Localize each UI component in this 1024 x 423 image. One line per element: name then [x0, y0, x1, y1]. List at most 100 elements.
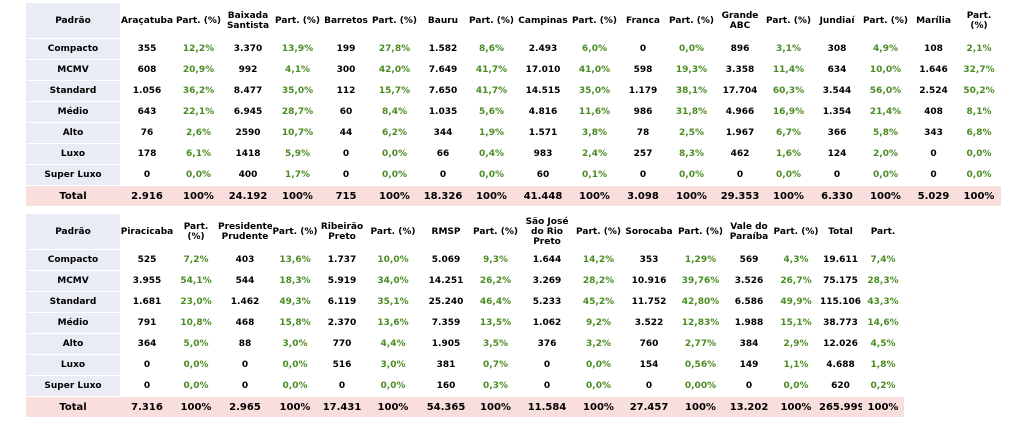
value-cell: 124: [813, 144, 861, 165]
percent-cell: 5,0%: [174, 334, 218, 355]
percent-cell: 26,2%: [472, 271, 519, 292]
percent-cell: 50,2%: [957, 81, 1001, 102]
percent-cell: 8,3%: [667, 144, 716, 165]
percent-cell: 0,0%: [773, 376, 819, 397]
percent-cell: 41,0%: [570, 60, 619, 81]
percent-cell: 35,0%: [273, 81, 322, 102]
percent-cell: 42,0%: [370, 60, 419, 81]
percent-cell: 15,1%: [773, 313, 819, 334]
value-cell: 7.359: [420, 313, 472, 334]
percent-cell: 2,6%: [174, 123, 223, 144]
value-cell: 0: [120, 376, 174, 397]
value-cell: 3.269: [519, 271, 575, 292]
value-cell: 525: [120, 250, 174, 271]
total-percent-cell: 100%: [570, 186, 619, 207]
percent-cell: 2,0%: [861, 144, 910, 165]
percent-cell: 10,7%: [273, 123, 322, 144]
total-value-cell: 3.098: [619, 186, 667, 207]
value-cell: 5.919: [318, 271, 366, 292]
total-percent-cell: 100%: [174, 397, 218, 418]
value-cell: 6.945: [223, 102, 273, 123]
total-percent-cell: 100%: [273, 186, 322, 207]
total-value-cell: 715: [322, 186, 370, 207]
table-row-super-luxo: Super Luxo 0 0,0% 400 1,7% 0 0,0% 0 0,0% 60 0,1% 0 0…: [26, 165, 1001, 186]
percent-cell: 60,3%: [764, 81, 813, 102]
column-header-franca: Franca: [619, 3, 667, 39]
value-cell: 1.571: [516, 123, 570, 144]
value-cell: 75.175: [819, 271, 862, 292]
value-cell: 3.526: [725, 271, 773, 292]
value-cell: 7.650: [419, 81, 467, 102]
row-label: Luxo: [26, 144, 120, 165]
percent-cell: 10,0%: [861, 60, 910, 81]
value-cell: 343: [910, 123, 957, 144]
row-label: Alto: [26, 334, 120, 355]
percent-cell: 0,2%: [862, 376, 904, 397]
percent-cell: 2,1%: [957, 39, 1001, 60]
total-value-cell: 17.431: [318, 397, 366, 418]
percent-cell: 0,0%: [575, 355, 622, 376]
value-cell: 986: [619, 102, 667, 123]
percent-cell: 6,2%: [370, 123, 419, 144]
value-cell: 1.646: [910, 60, 957, 81]
percent-cell: 11,6%: [570, 102, 619, 123]
column-header-part: Part. (%): [773, 214, 819, 250]
percent-cell: 9,2%: [575, 313, 622, 334]
value-cell: 1.462: [218, 292, 272, 313]
percent-cell: 54,1%: [174, 271, 218, 292]
percent-cell: 43,3%: [862, 292, 904, 313]
value-cell: 2590: [223, 123, 273, 144]
column-header-part: Part. (%): [676, 214, 725, 250]
total-value-cell: 24.192: [223, 186, 273, 207]
percent-cell: 14,2%: [575, 250, 622, 271]
percent-cell: 15,7%: [370, 81, 419, 102]
total-percent-cell: 100%: [676, 397, 725, 418]
total-value-cell: 2.965: [218, 397, 272, 418]
percent-cell: 34,0%: [366, 271, 420, 292]
total-label: Total: [26, 186, 120, 207]
column-header-grande-abc: Grande ABC: [716, 3, 764, 39]
percent-cell: 28,3%: [862, 271, 904, 292]
percent-cell: 15,8%: [272, 313, 318, 334]
percent-cell: 8,4%: [370, 102, 419, 123]
total-value-cell: 11.584: [519, 397, 575, 418]
percent-cell: 31,8%: [667, 102, 716, 123]
percent-cell: 4,5%: [862, 334, 904, 355]
percent-cell: 10,8%: [174, 313, 218, 334]
percent-cell: 3,0%: [272, 334, 318, 355]
table-row-compacto: Compacto 355 12,2% 3.370 13,9% 199 27,8% 1.582 8…: [26, 39, 1001, 60]
value-cell: 544: [218, 271, 272, 292]
value-cell: 199: [322, 39, 370, 60]
column-header-part: Part. (%): [861, 3, 910, 39]
total-value-cell: 265.999: [819, 397, 862, 418]
percent-cell: 41,7%: [467, 81, 516, 102]
total-percent-cell: 100%: [667, 186, 716, 207]
value-cell: 78: [619, 123, 667, 144]
value-cell: 257: [619, 144, 667, 165]
column-header-part: Part. (%): [957, 3, 1001, 39]
value-cell: 1.056: [120, 81, 174, 102]
percent-cell: 22,1%: [174, 102, 223, 123]
total-value-cell: 5.029: [910, 186, 957, 207]
percent-cell: 0,00%: [676, 376, 725, 397]
percent-cell: 0,56%: [676, 355, 725, 376]
value-cell: 376: [519, 334, 575, 355]
percent-cell: 0,7%: [472, 355, 519, 376]
row-label: MCMV: [26, 271, 120, 292]
percent-cell: 4,4%: [366, 334, 420, 355]
percent-cell: 6,0%: [570, 39, 619, 60]
value-cell: 2.524: [910, 81, 957, 102]
value-cell: 308: [813, 39, 861, 60]
column-header-part: Part. (%): [273, 3, 322, 39]
percent-cell: 10,0%: [366, 250, 420, 271]
percent-cell: 0,3%: [472, 376, 519, 397]
percent-cell: 1,1%: [773, 355, 819, 376]
percent-cell: 2,77%: [676, 334, 725, 355]
value-cell: 0: [910, 165, 957, 186]
value-cell: 0: [619, 165, 667, 186]
percent-cell: 23,0%: [174, 292, 218, 313]
value-cell: 1.035: [419, 102, 467, 123]
percent-cell: 0,1%: [570, 165, 619, 186]
percent-cell: 7,4%: [862, 250, 904, 271]
total-percent-cell: 100%: [370, 186, 419, 207]
